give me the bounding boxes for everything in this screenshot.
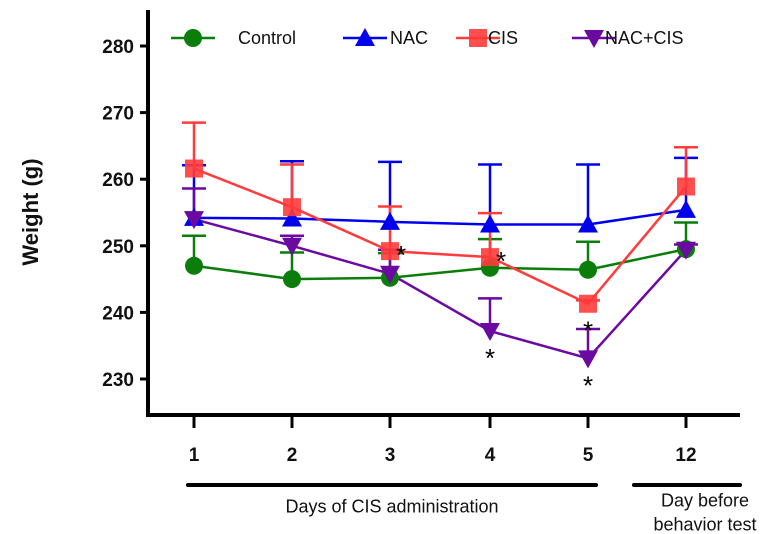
data-point-circle (283, 270, 301, 289)
data-point-triangle-down (584, 30, 604, 48)
y-tick-label: 260 (102, 170, 134, 191)
legend-item: CIS (456, 28, 518, 48)
data-point-circle (185, 256, 203, 275)
significance-asterisk: * (583, 370, 593, 400)
data-point-triangle-down (380, 265, 400, 284)
series-nac (182, 156, 698, 226)
legend-item: NAC (343, 28, 428, 48)
x-tick-label: 1 (189, 445, 200, 466)
legend-item: NAC+CIS (572, 28, 684, 48)
significance-asterisk: * (496, 246, 506, 276)
series-line (193, 217, 687, 360)
legend-label: NAC (390, 28, 428, 48)
data-point-square (185, 159, 203, 178)
series-line (193, 247, 687, 281)
data-point-square (283, 198, 301, 217)
legend-label: Control (238, 28, 296, 48)
plot-area: * * * * * (182, 121, 698, 400)
x-tick-label: 3 (385, 445, 396, 466)
significance-asterisk: * (583, 316, 593, 346)
legend-label: CIS (488, 28, 518, 48)
x-tick-label: 4 (485, 445, 496, 466)
y-tick-label: 230 (102, 370, 134, 391)
x-group-label-admin: Days of CIS administration (285, 496, 498, 516)
data-point-square (381, 242, 399, 261)
series-line (193, 167, 687, 306)
x-group-label-day-before: Day before (661, 490, 749, 510)
data-point-triangle-up (355, 28, 375, 46)
significance-asterisk: * (396, 240, 406, 270)
data-point-circle (184, 29, 202, 47)
x-group-label-behavior-test: behavior test (653, 514, 756, 534)
data-point-triangle-up (578, 214, 598, 233)
y-tick-label: 280 (102, 37, 134, 58)
data-point-square (677, 177, 695, 196)
y-tick-label: 270 (102, 104, 134, 125)
legend: Control NAC CIS NAC+CIS (171, 28, 684, 48)
data-point-square (579, 294, 597, 313)
series-cis (182, 121, 698, 306)
data-point-triangle-up (282, 208, 302, 227)
legend-item: Control (171, 28, 296, 48)
significance-asterisk: * (485, 343, 495, 373)
data-point-square (481, 248, 499, 267)
data-point-triangle-up (380, 211, 400, 230)
x-tick-label: 12 (675, 445, 696, 466)
data-point-triangle-up (676, 199, 696, 218)
y-axis-label: Weight (g) (18, 158, 43, 265)
y-tick-label: 240 (102, 303, 134, 324)
data-point-triangle-up (480, 214, 500, 233)
data-point-triangle-down (282, 237, 302, 256)
series-line (193, 208, 687, 226)
data-point-triangle-down (676, 241, 696, 260)
series-control (182, 221, 698, 281)
x-tick-label: 5 (583, 445, 594, 466)
data-point-square (469, 29, 487, 47)
data-point-triangle-down (578, 350, 598, 369)
legend-label: NAC+CIS (605, 28, 684, 48)
data-point-triangle-down (480, 323, 500, 342)
x-tick-label: 2 (287, 445, 298, 466)
data-point-triangle-down (184, 211, 204, 230)
data-point-circle (579, 260, 597, 279)
y-tick-label: 250 (102, 237, 134, 258)
